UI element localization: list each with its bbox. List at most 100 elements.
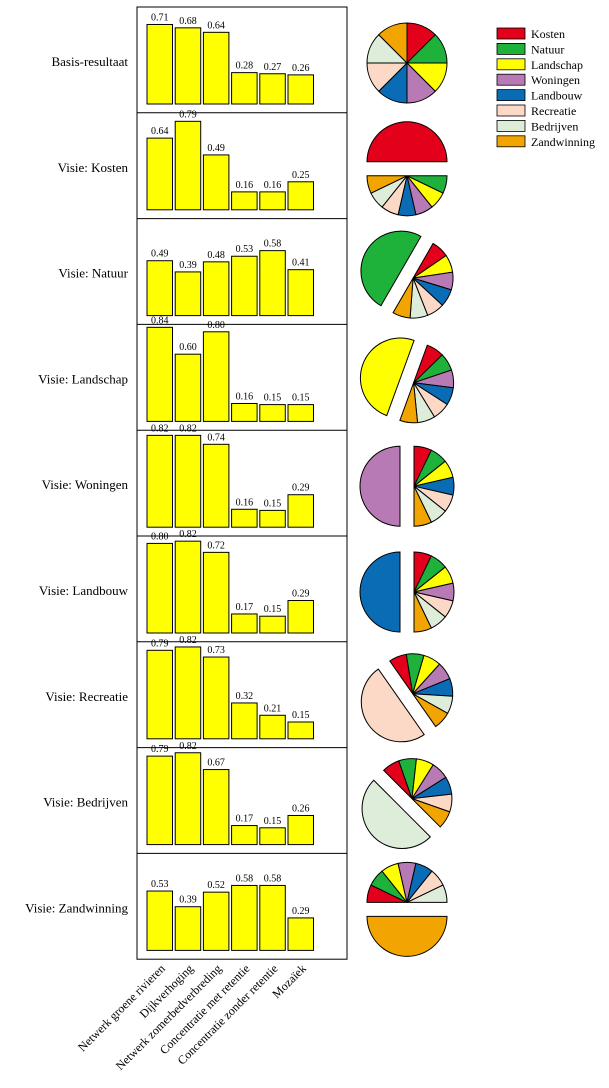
bar bbox=[231, 613, 258, 634]
row-8: Visie: Bedrijven 0.79 0.82 0.67 0.17 0.15 0.26 bbox=[43, 741, 453, 850]
data-label: 0.28 bbox=[236, 61, 254, 72]
pie-chart bbox=[366, 22, 448, 104]
row-label: Visie: Recreatie bbox=[45, 689, 128, 704]
row-7: Visie: Recreatie 0.79 0.82 0.73 0.32 0.21 0.15 bbox=[45, 635, 454, 743]
data-label: 0.84 bbox=[151, 315, 169, 326]
data-label: 0.21 bbox=[264, 703, 282, 714]
data-label: 0.15 bbox=[292, 710, 310, 721]
legend-swatch bbox=[496, 104, 526, 117]
data-label: 0.39 bbox=[179, 895, 197, 906]
bar bbox=[287, 74, 314, 105]
legend-entry: Landschap bbox=[531, 58, 583, 72]
legend-entry: Woningen bbox=[531, 73, 580, 87]
data-label: 0.58 bbox=[264, 873, 282, 884]
bar bbox=[146, 649, 173, 740]
data-label: 0.73 bbox=[207, 645, 225, 656]
data-label: 0.32 bbox=[236, 691, 254, 702]
bar bbox=[202, 769, 230, 846]
bar bbox=[202, 154, 230, 211]
pie-chart bbox=[360, 230, 454, 319]
data-label: 0.82 bbox=[179, 741, 197, 752]
pie-slice bbox=[366, 175, 408, 194]
pie-chart bbox=[366, 121, 448, 217]
legend-entry: Natuur bbox=[531, 42, 564, 56]
legend-entry: Landbouw bbox=[531, 89, 583, 103]
data-label: 0.64 bbox=[207, 20, 225, 31]
data-label: 0.15 bbox=[264, 604, 282, 615]
bar bbox=[174, 752, 202, 846]
bar bbox=[231, 825, 258, 846]
bar bbox=[259, 404, 286, 422]
row-label: Visie: Bedrijven bbox=[43, 795, 128, 810]
row-4: Visie: Landschap 0.84 0.60 0.80 0.16 0.15 0.15 bbox=[38, 315, 455, 424]
bar bbox=[202, 261, 230, 317]
pie-slice bbox=[411, 798, 451, 828]
bar bbox=[287, 269, 314, 317]
legend-swatch bbox=[496, 58, 526, 71]
bar bbox=[231, 702, 258, 740]
data-label: 0.49 bbox=[207, 143, 225, 154]
data-label: 0.49 bbox=[151, 249, 169, 260]
data-label: 0.26 bbox=[292, 803, 310, 814]
data-label: 0.67 bbox=[207, 758, 225, 769]
data-label: 0.82 bbox=[179, 423, 197, 434]
bar bbox=[174, 540, 202, 634]
pie-slice bbox=[378, 22, 408, 65]
legend-swatch bbox=[496, 27, 526, 40]
legend-entry: Zandwinning bbox=[531, 135, 595, 149]
data-label: 0.16 bbox=[236, 180, 254, 191]
bar bbox=[174, 434, 202, 528]
data-label: 0.39 bbox=[179, 260, 197, 271]
legend-swatch bbox=[496, 89, 526, 101]
legend-entry: Bedrijven bbox=[531, 119, 578, 133]
data-label: 0.25 bbox=[292, 170, 310, 181]
row-2: Visie: Kosten 0.64 0.79 0.49 0.16 0.16 0.25 bbox=[58, 109, 448, 217]
data-label: 0.29 bbox=[292, 589, 310, 600]
pie-chart bbox=[359, 551, 455, 633]
bar bbox=[174, 906, 202, 951]
data-label: 0.15 bbox=[264, 498, 282, 509]
data-label: 0.15 bbox=[264, 816, 282, 827]
row-label: Visie: Landbouw bbox=[39, 583, 129, 598]
data-label: 0.82 bbox=[179, 529, 197, 540]
row-label: Visie: Zandwinning bbox=[25, 900, 128, 915]
bar bbox=[231, 884, 258, 951]
pie-slice bbox=[361, 779, 432, 850]
row-label: Visie: Kosten bbox=[58, 160, 129, 175]
data-label: 0.17 bbox=[236, 602, 254, 613]
bar bbox=[146, 434, 173, 528]
legend-swatch bbox=[496, 120, 526, 132]
pie-chart bbox=[359, 445, 455, 527]
bar bbox=[259, 884, 286, 951]
row-1: Basis-resultaat 0.71 0.68 0.64 0.28 0.27 0.26 bbox=[51, 12, 448, 105]
data-label: 0.15 bbox=[264, 393, 282, 404]
pie-slice bbox=[359, 551, 401, 633]
bar bbox=[174, 353, 202, 422]
bar bbox=[202, 551, 230, 634]
bar bbox=[202, 891, 230, 951]
data-label: 0.17 bbox=[236, 814, 254, 825]
pie-slice bbox=[366, 915, 448, 957]
row-5: Visie: Woningen 0.82 0.82 0.74 0.16 0.15 0.29 bbox=[42, 423, 455, 528]
bar bbox=[202, 31, 230, 105]
pie-chart bbox=[359, 337, 455, 424]
data-label: 0.15 bbox=[292, 393, 310, 404]
bar bbox=[259, 509, 286, 528]
data-label: 0.79 bbox=[179, 109, 197, 120]
bar bbox=[287, 404, 314, 422]
row-label: Visie: Landschap bbox=[38, 371, 128, 386]
data-label: 0.82 bbox=[179, 635, 197, 646]
data-label: 0.16 bbox=[236, 391, 254, 402]
data-label: 0.58 bbox=[236, 873, 254, 884]
bar bbox=[287, 600, 314, 634]
bar bbox=[174, 120, 202, 211]
data-label: 0.52 bbox=[207, 880, 225, 891]
data-label: 0.29 bbox=[292, 906, 310, 917]
pie-slice bbox=[406, 884, 448, 903]
plot-frame bbox=[136, 6, 348, 960]
pie-slice bbox=[359, 445, 401, 527]
data-label: 0.64 bbox=[151, 126, 169, 137]
pie-slice bbox=[413, 591, 433, 633]
